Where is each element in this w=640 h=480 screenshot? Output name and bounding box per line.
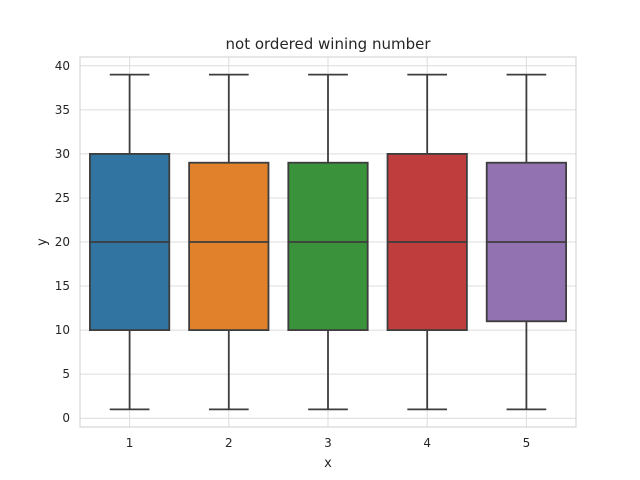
x-tick-label: 4 bbox=[423, 436, 431, 450]
box-2 bbox=[188, 73, 270, 411]
iqr-box bbox=[287, 161, 369, 331]
y-tick-label: 15 bbox=[55, 279, 70, 293]
y-tick-label: 5 bbox=[62, 367, 70, 381]
box-3 bbox=[287, 73, 369, 411]
box-1 bbox=[89, 73, 171, 411]
x-tick-labels: 1 2 3 4 5 bbox=[126, 436, 530, 450]
box-4 bbox=[386, 73, 468, 411]
y-axis-label: y bbox=[35, 238, 50, 246]
plot-area bbox=[79, 56, 577, 428]
box-5 bbox=[485, 73, 567, 411]
y-tick-label: 20 bbox=[55, 235, 70, 249]
y-tick-labels: 0 5 10 15 20 25 30 35 40 bbox=[55, 59, 70, 425]
y-tick-label: 0 bbox=[62, 411, 70, 425]
x-tick-label: 1 bbox=[126, 436, 134, 450]
y-tick-label: 40 bbox=[55, 59, 70, 73]
boxes bbox=[89, 73, 567, 411]
x-tick-label: 5 bbox=[523, 436, 531, 450]
y-tick-label: 25 bbox=[55, 191, 70, 205]
x-axis-label: x bbox=[324, 456, 332, 471]
x-tick-label: 3 bbox=[324, 436, 332, 450]
y-tick-label: 30 bbox=[55, 147, 70, 161]
iqr-box bbox=[188, 161, 270, 331]
x-tick-label: 2 bbox=[225, 436, 233, 450]
y-tick-label: 35 bbox=[55, 103, 70, 117]
y-tick-label: 10 bbox=[55, 323, 70, 337]
chart-title: not ordered wining number bbox=[226, 35, 432, 53]
